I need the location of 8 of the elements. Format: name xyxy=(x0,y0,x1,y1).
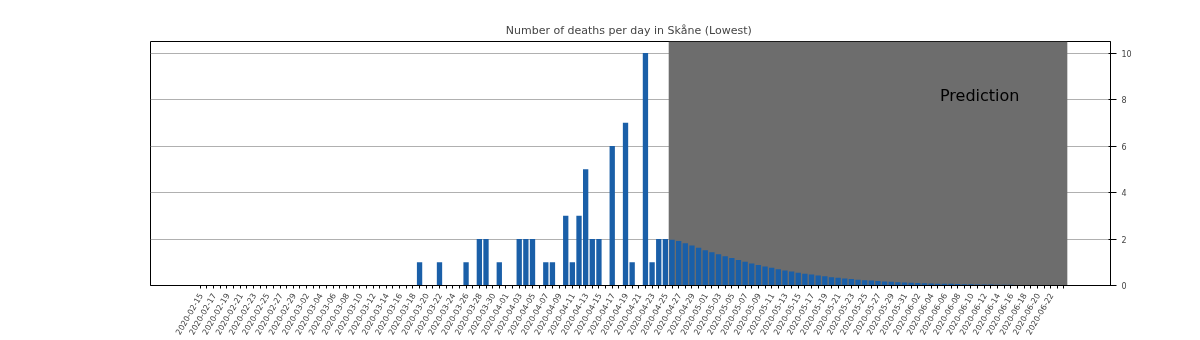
y-tick-label: 8 xyxy=(1121,96,1127,106)
y-tick-label: 6 xyxy=(1121,142,1127,152)
y-tick-label: 2 xyxy=(1121,235,1127,245)
y-tick-label: 0 xyxy=(1121,282,1127,291)
chart-title: Number of deaths per day in Skåne (Lowest) xyxy=(505,23,752,37)
y-tick-label: 10 xyxy=(1121,49,1132,59)
band-label: Prediction xyxy=(940,85,1020,105)
y-tick-label: 4 xyxy=(1121,189,1127,199)
